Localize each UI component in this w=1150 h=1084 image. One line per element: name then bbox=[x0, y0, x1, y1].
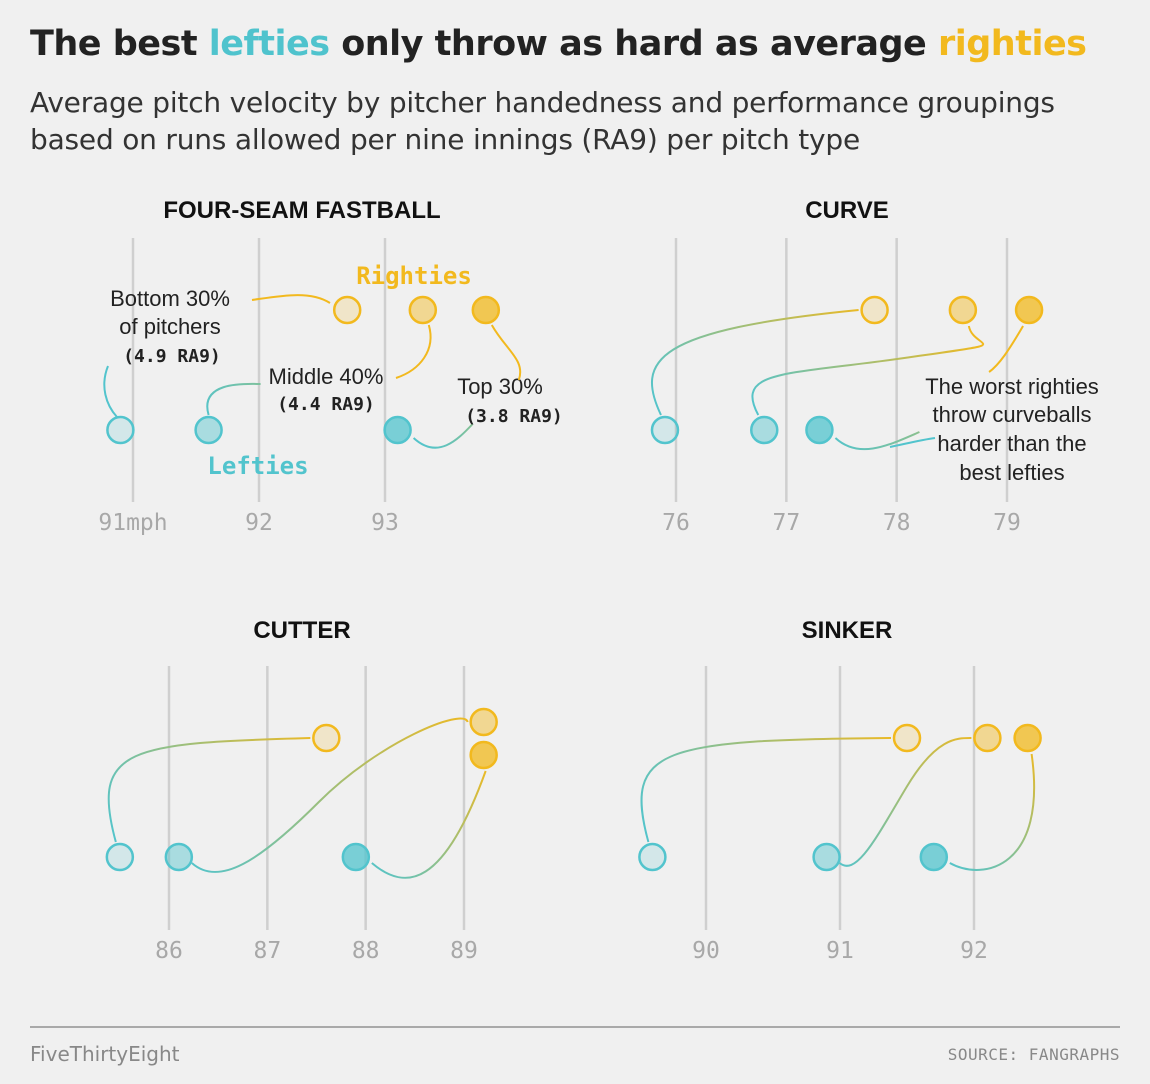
x-tick-label: 92 bbox=[245, 510, 273, 536]
righties-label: Righties bbox=[356, 262, 472, 290]
annotation-top-label: Top 30% bbox=[457, 374, 543, 399]
righty-dot bbox=[892, 723, 922, 753]
connector-line bbox=[838, 736, 972, 867]
x-tick-label: 92 bbox=[960, 938, 988, 964]
annotation-middle-ra9: (4.4 RA9) bbox=[277, 394, 375, 415]
chart-area: FOUR-SEAM FASTBALL 91mph 92 93 Righties Lefti… bbox=[98, 197, 1099, 964]
righty-dot bbox=[469, 707, 498, 737]
connector-line bbox=[834, 431, 920, 451]
x-tick-label: 77 bbox=[772, 510, 800, 536]
x-tick-label: 87 bbox=[253, 938, 281, 964]
annotation-bottom-ra9: (4.9 RA9) bbox=[123, 346, 221, 367]
lefty-dot bbox=[919, 842, 949, 872]
x-tick-label: 79 bbox=[993, 510, 1021, 536]
lefty-dot bbox=[105, 842, 135, 872]
x-tick-label: 91mph bbox=[98, 510, 167, 536]
x-tick-label: 86 bbox=[155, 938, 183, 964]
annotation-middle-label: Middle 40% bbox=[269, 364, 384, 389]
righty-dot bbox=[973, 723, 1002, 753]
connector-line bbox=[949, 753, 1036, 871]
x-tick-label: 93 bbox=[371, 510, 399, 536]
lefty-dot bbox=[194, 415, 223, 445]
source-note: SOURCE: FANGRAPHS bbox=[947, 1045, 1120, 1064]
footer-rule bbox=[30, 1026, 1120, 1028]
righty-dot bbox=[1013, 723, 1042, 753]
annotation-curve-note: The worst righties bbox=[925, 374, 1099, 399]
righty-dot bbox=[1014, 295, 1044, 325]
x-tick-label: 89 bbox=[450, 938, 478, 964]
callout-line bbox=[490, 324, 522, 381]
annotation-top-ra9: (3.8 RA9) bbox=[465, 406, 563, 427]
lefty-dot bbox=[164, 842, 194, 872]
title-lefties: lefties bbox=[208, 24, 330, 64]
panel-title: CURVE bbox=[805, 197, 889, 224]
x-tick-label: 76 bbox=[662, 510, 690, 536]
annotation-curve-note: harder than the bbox=[937, 431, 1086, 456]
connector-line bbox=[206, 382, 261, 416]
righty-dot bbox=[471, 295, 501, 325]
x-tick-label: 88 bbox=[352, 938, 380, 964]
connector-line bbox=[650, 309, 859, 416]
x-tick-label: 90 bbox=[692, 938, 720, 964]
righty-dot bbox=[948, 295, 978, 325]
connector-line bbox=[751, 325, 985, 416]
callout-line bbox=[251, 294, 331, 304]
x-tick-label: 78 bbox=[883, 510, 911, 536]
righty-dot bbox=[408, 295, 438, 325]
callout-line bbox=[395, 324, 432, 379]
callout-line bbox=[103, 365, 118, 418]
lefty-dot bbox=[106, 415, 135, 445]
annotation-bottom-label: of pitchers bbox=[119, 314, 221, 339]
righty-dot bbox=[469, 740, 498, 770]
lefty-dot bbox=[638, 842, 667, 872]
callout-line bbox=[988, 325, 1024, 373]
title-righties: righties bbox=[937, 24, 1087, 64]
lefty-dot bbox=[341, 842, 371, 872]
title-part1: The best bbox=[30, 24, 209, 64]
annotation-curve-note: throw curveballs bbox=[933, 402, 1092, 427]
righty-dot bbox=[332, 295, 362, 325]
righty-dot bbox=[312, 723, 341, 753]
lefty-dot bbox=[805, 415, 834, 445]
annotation-curve-note: best lefties bbox=[959, 460, 1064, 485]
panel-title: SINKER bbox=[802, 617, 893, 644]
callout-line bbox=[889, 437, 936, 448]
annotation-bottom-label: Bottom 30% bbox=[110, 286, 230, 311]
connector-line bbox=[107, 737, 311, 843]
connector-line bbox=[371, 770, 487, 879]
lefty-dot bbox=[812, 842, 841, 872]
panel-title: CUTTER bbox=[253, 617, 350, 644]
x-tick-label: 91 bbox=[826, 938, 854, 964]
brand-logo: FiveThirtyEight bbox=[30, 1042, 180, 1066]
lefty-dot bbox=[383, 415, 412, 445]
panel-title: FOUR-SEAM FASTBALL bbox=[163, 197, 440, 224]
righty-dot bbox=[860, 295, 889, 325]
chart-subtitle: Average pitch velocity by pitcher handed… bbox=[30, 86, 1055, 156]
connector-line bbox=[640, 737, 892, 843]
lefty-dot bbox=[750, 415, 779, 445]
title-part2: only throw as hard as average bbox=[329, 24, 938, 64]
lefties-label: Lefties bbox=[207, 452, 308, 480]
connector-line bbox=[412, 423, 474, 449]
connector-line bbox=[191, 717, 469, 873]
lefty-dot bbox=[650, 415, 680, 445]
chart-title: The best lefties only throw as hard as a… bbox=[30, 24, 1087, 64]
